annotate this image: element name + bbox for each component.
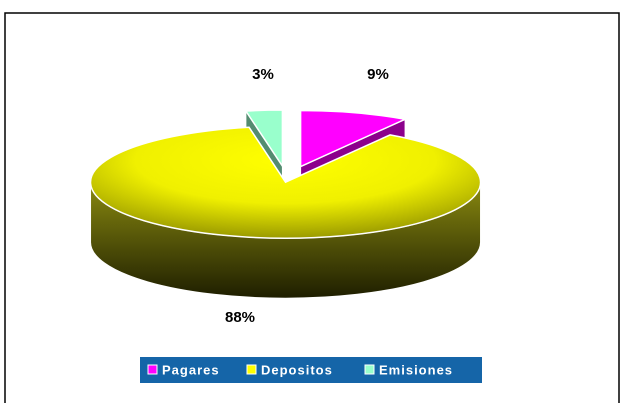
slice [89, 126, 482, 239]
legend-label: Pagares [162, 362, 220, 377]
slice [244, 109, 284, 169]
data-label: 88% [225, 309, 255, 326]
legend-box [140, 357, 482, 383]
slice [299, 109, 408, 168]
legend-swatch [246, 364, 257, 375]
data-label: 9% [367, 66, 389, 83]
legend-label: Emisiones [379, 362, 453, 377]
legend-label: Depositos [261, 362, 333, 377]
legend-swatch [147, 364, 158, 375]
data-label: 3% [252, 66, 274, 83]
legend-swatch [364, 364, 375, 375]
